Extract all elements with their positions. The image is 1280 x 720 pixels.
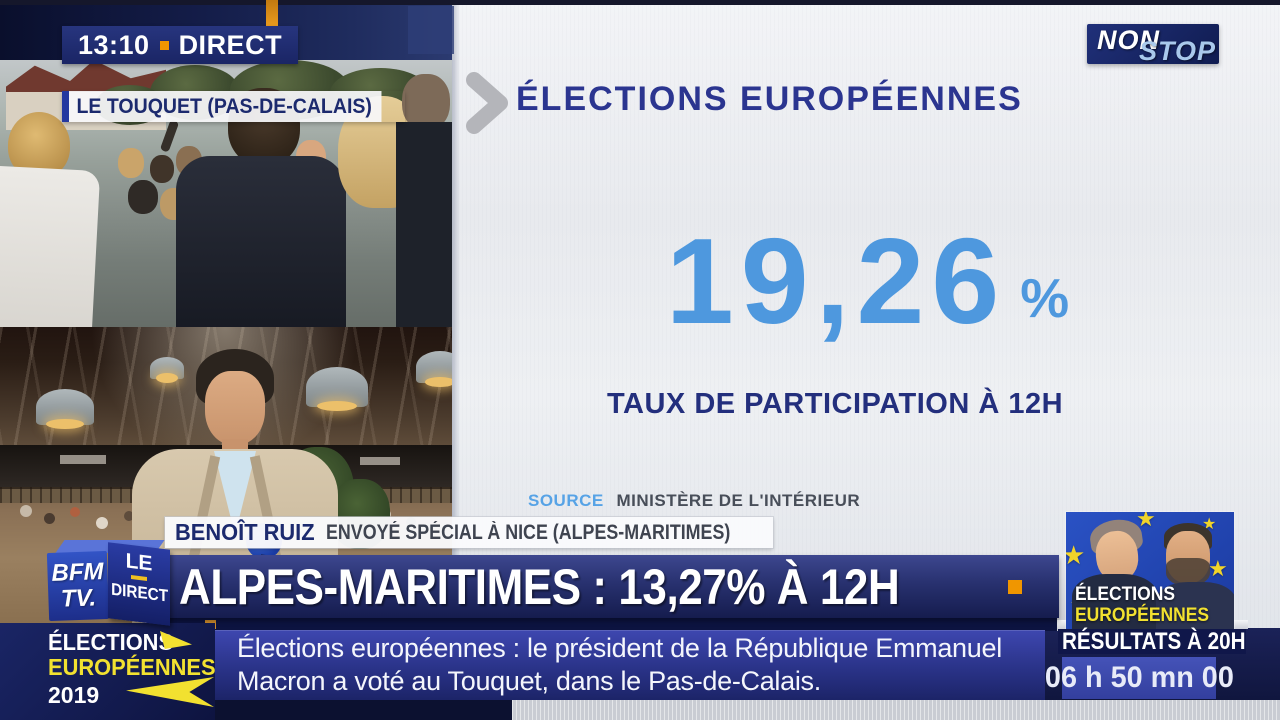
location-label: LE TOUQUET (PAS-DE-CALAIS)	[62, 91, 405, 122]
ticker-line-1: Élections européennes : le président de …	[237, 633, 1002, 663]
ticker-line-2: Macron a voté au Touquet, dans le Pas-de…	[237, 666, 821, 696]
eu-star-icon: ★	[1066, 540, 1086, 570]
participation-label: TAUX DE PARTICIPATION À 12H	[606, 388, 1064, 420]
le-direct-top: LE	[125, 549, 153, 576]
bottom-right-strip	[512, 700, 1280, 720]
countdown-value: 06 h 50 mn 00	[1044, 661, 1234, 694]
crowd-head	[128, 180, 158, 214]
badge-line-2: EUROPÉENNES	[48, 654, 216, 680]
location-text: LE TOUQUET (PAS-DE-CALAIS)	[69, 91, 382, 122]
crowd-dot	[20, 505, 32, 517]
source-value: MINISTÈRE DE L'INTÉRIEUR	[616, 491, 861, 510]
orange-square-accent	[1007, 579, 1022, 594]
shop-sign	[360, 457, 400, 465]
orange-square-accent	[159, 40, 169, 50]
logo-cube-front: BFM TV.	[46, 550, 110, 622]
pendant-lamp	[36, 389, 94, 429]
headline-banner: ALPES-MARITIMES : 13,27% À 12H	[165, 555, 1059, 618]
promo-man2-suit	[1156, 582, 1234, 629]
chevron-right-icon	[464, 70, 512, 136]
nonstop-bottom-text: STOP	[1139, 36, 1217, 66]
live-label: DIRECT	[178, 29, 283, 60]
eu-star-icon: ★	[1136, 512, 1156, 531]
panel-seam	[450, 0, 460, 720]
man-right-suit	[396, 122, 452, 327]
news-ticker: Élections européennes : le président de …	[215, 630, 1045, 700]
logo-text-top: BFM	[51, 558, 104, 587]
crowd-dot	[70, 507, 80, 517]
yellow-underline	[131, 575, 147, 581]
source-label: SOURCE	[528, 491, 604, 510]
le-direct-panel: LE DIRECT	[108, 542, 170, 626]
crowd-head	[118, 148, 144, 178]
badge-line-1: ÉLECTIONS	[48, 629, 174, 655]
man-center-suit	[176, 156, 346, 327]
promo-title-line2: EUROPÉENNES	[1075, 605, 1210, 626]
shop-sign	[60, 455, 106, 464]
source-line: SOURCE MINISTÈRE DE L'INTÉRIEUR	[528, 491, 860, 511]
time-live-banner: 13:10 DIRECT	[62, 26, 299, 64]
location-accent-bar	[62, 91, 69, 122]
results-label: RÉSULTATS À 20H	[1062, 627, 1246, 655]
reporter-face	[205, 371, 265, 445]
bfmtv-logo: BFM TV. LE DIRECT	[46, 540, 172, 630]
eu-star-icon: ★	[1208, 556, 1228, 581]
pendant-lamp	[306, 367, 368, 411]
man-right-head	[402, 74, 450, 130]
pendant-lamp	[416, 351, 452, 387]
promo-man2-beard	[1166, 558, 1210, 586]
countdown-timer: 06 h 50 mn 00	[1045, 657, 1233, 699]
percent-sign: %	[1020, 267, 1070, 329]
top-edge-strip	[0, 0, 1280, 5]
crowd-dot	[44, 513, 55, 524]
top-left-glow	[408, 6, 454, 54]
headline-text: ALPES-MARITIMES : 13,27% À 12H	[179, 558, 900, 615]
yellow-arrow-icon	[126, 677, 214, 707]
participation-value: 19,26	[665, 213, 1007, 349]
woman-left-jacket	[0, 164, 101, 327]
clock-time: 13:10	[78, 29, 150, 60]
participation-stat: 19,26%	[455, 220, 1280, 342]
results-strip: RÉSULTATS À 20H	[1058, 627, 1246, 655]
elections-2019-badge: ÉLECTIONS EUROPÉENNES 2019	[0, 623, 216, 720]
logo-text-bottom: TV.	[60, 584, 97, 613]
orange-accent-bar	[266, 0, 278, 30]
crowd-head	[150, 155, 174, 183]
reporter-strip: BENOÎT RUIZ ENVOYÉ SPÉCIAL À NICE (ALPES…	[165, 517, 773, 548]
elections-promo-card: ★ ★ ★ ★ ★ ★ ÉLECTIONS EUROPÉENNES	[1066, 512, 1234, 629]
pendant-lamp	[150, 357, 184, 383]
badge-line-3: 2019	[48, 682, 100, 708]
promo-title-line1: ÉLECTIONS	[1075, 584, 1176, 605]
section-title: ÉLECTIONS EUROPÉENNES	[516, 80, 1023, 118]
promo-man1-suit	[1072, 574, 1158, 629]
crowd-dot	[96, 517, 108, 529]
nonstop-badge: NON STOP	[1087, 24, 1219, 66]
reporter-name: BENOÎT RUIZ	[175, 519, 315, 545]
reporter-role: ENVOYÉ SPÉCIAL À NICE (ALPES-MARITIMES)	[325, 520, 731, 544]
le-direct-bottom: DIRECT	[111, 579, 169, 606]
nonstop-top-text: NON	[1097, 25, 1160, 55]
yellow-arrow-icon	[160, 631, 192, 649]
crowd-dot	[124, 511, 134, 521]
